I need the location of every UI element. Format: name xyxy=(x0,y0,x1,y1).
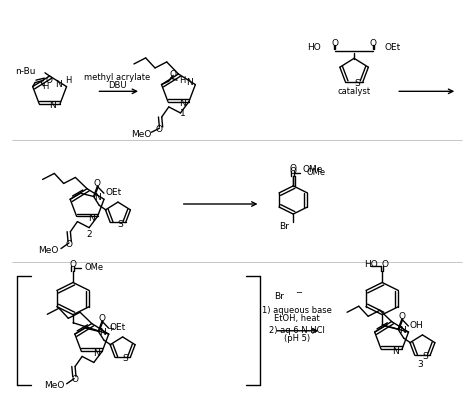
Text: O: O xyxy=(66,240,73,249)
Text: n-Bu: n-Bu xyxy=(15,67,36,76)
Text: OEt: OEt xyxy=(384,42,401,51)
Text: Br: Br xyxy=(279,222,289,231)
Text: O: O xyxy=(46,75,52,84)
Text: S: S xyxy=(118,220,123,228)
Text: H: H xyxy=(65,75,72,84)
Text: 1: 1 xyxy=(180,109,186,118)
Text: OEt: OEt xyxy=(110,323,126,332)
Text: N: N xyxy=(55,80,62,89)
Text: EtOH, heat: EtOH, heat xyxy=(274,314,320,323)
Text: 1) aqueous base: 1) aqueous base xyxy=(262,306,332,315)
Text: 3: 3 xyxy=(417,361,422,370)
Text: N: N xyxy=(94,193,101,202)
Text: H: H xyxy=(179,76,185,85)
Text: OH: OH xyxy=(410,321,424,330)
Text: N: N xyxy=(399,326,406,335)
Text: O: O xyxy=(170,70,177,79)
Text: H: H xyxy=(42,82,48,91)
Text: O: O xyxy=(156,125,163,134)
Text: O: O xyxy=(289,164,296,173)
Text: 2: 2 xyxy=(87,230,92,239)
Text: 2) aq 6 N HCl: 2) aq 6 N HCl xyxy=(269,326,325,335)
Text: N: N xyxy=(50,101,56,110)
Text: O: O xyxy=(290,167,297,176)
Text: O: O xyxy=(94,179,101,188)
Text: Br: Br xyxy=(274,292,284,301)
Text: O: O xyxy=(99,314,106,323)
Text: O: O xyxy=(381,260,388,269)
Text: O: O xyxy=(369,38,376,47)
Text: catalyst: catalyst xyxy=(337,87,371,96)
Text: S: S xyxy=(122,355,128,364)
Text: S: S xyxy=(355,79,360,88)
Text: HO: HO xyxy=(364,260,377,269)
Text: O: O xyxy=(398,312,405,321)
Text: MeO: MeO xyxy=(45,381,65,390)
Text: N: N xyxy=(186,78,192,87)
Text: MeO: MeO xyxy=(131,130,151,139)
Text: OMe: OMe xyxy=(306,168,326,177)
Text: −: − xyxy=(296,288,302,297)
Text: OEt: OEt xyxy=(105,188,121,197)
Text: S: S xyxy=(422,353,428,361)
Text: N: N xyxy=(392,347,399,356)
Text: HO: HO xyxy=(308,42,321,51)
Text: O: O xyxy=(332,38,339,47)
Text: N: N xyxy=(99,328,106,337)
Text: OMe: OMe xyxy=(85,264,104,273)
Text: O: O xyxy=(70,260,76,269)
Text: N: N xyxy=(93,349,100,358)
Text: OMe: OMe xyxy=(302,165,323,174)
Text: +: + xyxy=(107,324,114,333)
Text: methyl acrylate: methyl acrylate xyxy=(84,73,151,82)
Text: MeO: MeO xyxy=(38,246,59,255)
Text: DBU: DBU xyxy=(108,81,127,90)
Text: (pH 5): (pH 5) xyxy=(284,334,310,343)
Text: N: N xyxy=(179,99,186,108)
Text: O: O xyxy=(72,375,79,384)
Text: N: N xyxy=(88,214,95,223)
